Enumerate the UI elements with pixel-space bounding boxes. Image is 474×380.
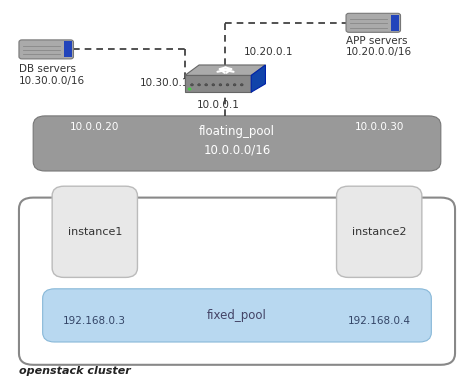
FancyBboxPatch shape	[52, 186, 137, 277]
FancyBboxPatch shape	[19, 198, 455, 365]
FancyBboxPatch shape	[19, 40, 73, 59]
Text: instance1: instance1	[68, 227, 122, 237]
FancyBboxPatch shape	[64, 41, 72, 57]
Text: floating_pool: floating_pool	[199, 125, 275, 138]
Polygon shape	[185, 75, 251, 92]
Text: instance2: instance2	[352, 227, 406, 237]
Text: DB servers
10.30.0.0/16: DB servers 10.30.0.0/16	[19, 64, 85, 86]
FancyBboxPatch shape	[337, 186, 422, 277]
Text: 10.0.0.0/16: 10.0.0.0/16	[203, 144, 271, 157]
Circle shape	[233, 84, 236, 86]
Circle shape	[226, 84, 229, 86]
Text: 10.20.0.1: 10.20.0.1	[244, 47, 293, 57]
Text: APP servers
10.20.0.0/16: APP servers 10.20.0.0/16	[346, 35, 412, 57]
Circle shape	[191, 84, 193, 86]
Text: 192.168.0.3: 192.168.0.3	[64, 316, 126, 326]
Text: fixed_pool: fixed_pool	[207, 309, 267, 322]
Text: 10.0.0.20: 10.0.0.20	[70, 122, 119, 132]
FancyBboxPatch shape	[43, 289, 431, 342]
FancyBboxPatch shape	[346, 13, 401, 32]
Circle shape	[198, 84, 201, 86]
Text: 10.0.0.30: 10.0.0.30	[355, 122, 404, 132]
Polygon shape	[251, 65, 265, 92]
Circle shape	[205, 84, 208, 86]
Text: 192.168.0.4: 192.168.0.4	[348, 316, 410, 326]
Circle shape	[240, 84, 243, 86]
Text: 10.30.0.1: 10.30.0.1	[140, 78, 189, 87]
FancyBboxPatch shape	[33, 116, 441, 171]
Polygon shape	[185, 65, 265, 75]
Circle shape	[212, 84, 215, 86]
Circle shape	[188, 87, 191, 90]
Text: openstack cluster: openstack cluster	[19, 366, 131, 376]
Text: 10.0.0.1: 10.0.0.1	[197, 100, 239, 110]
FancyBboxPatch shape	[391, 15, 399, 31]
Circle shape	[219, 84, 222, 86]
